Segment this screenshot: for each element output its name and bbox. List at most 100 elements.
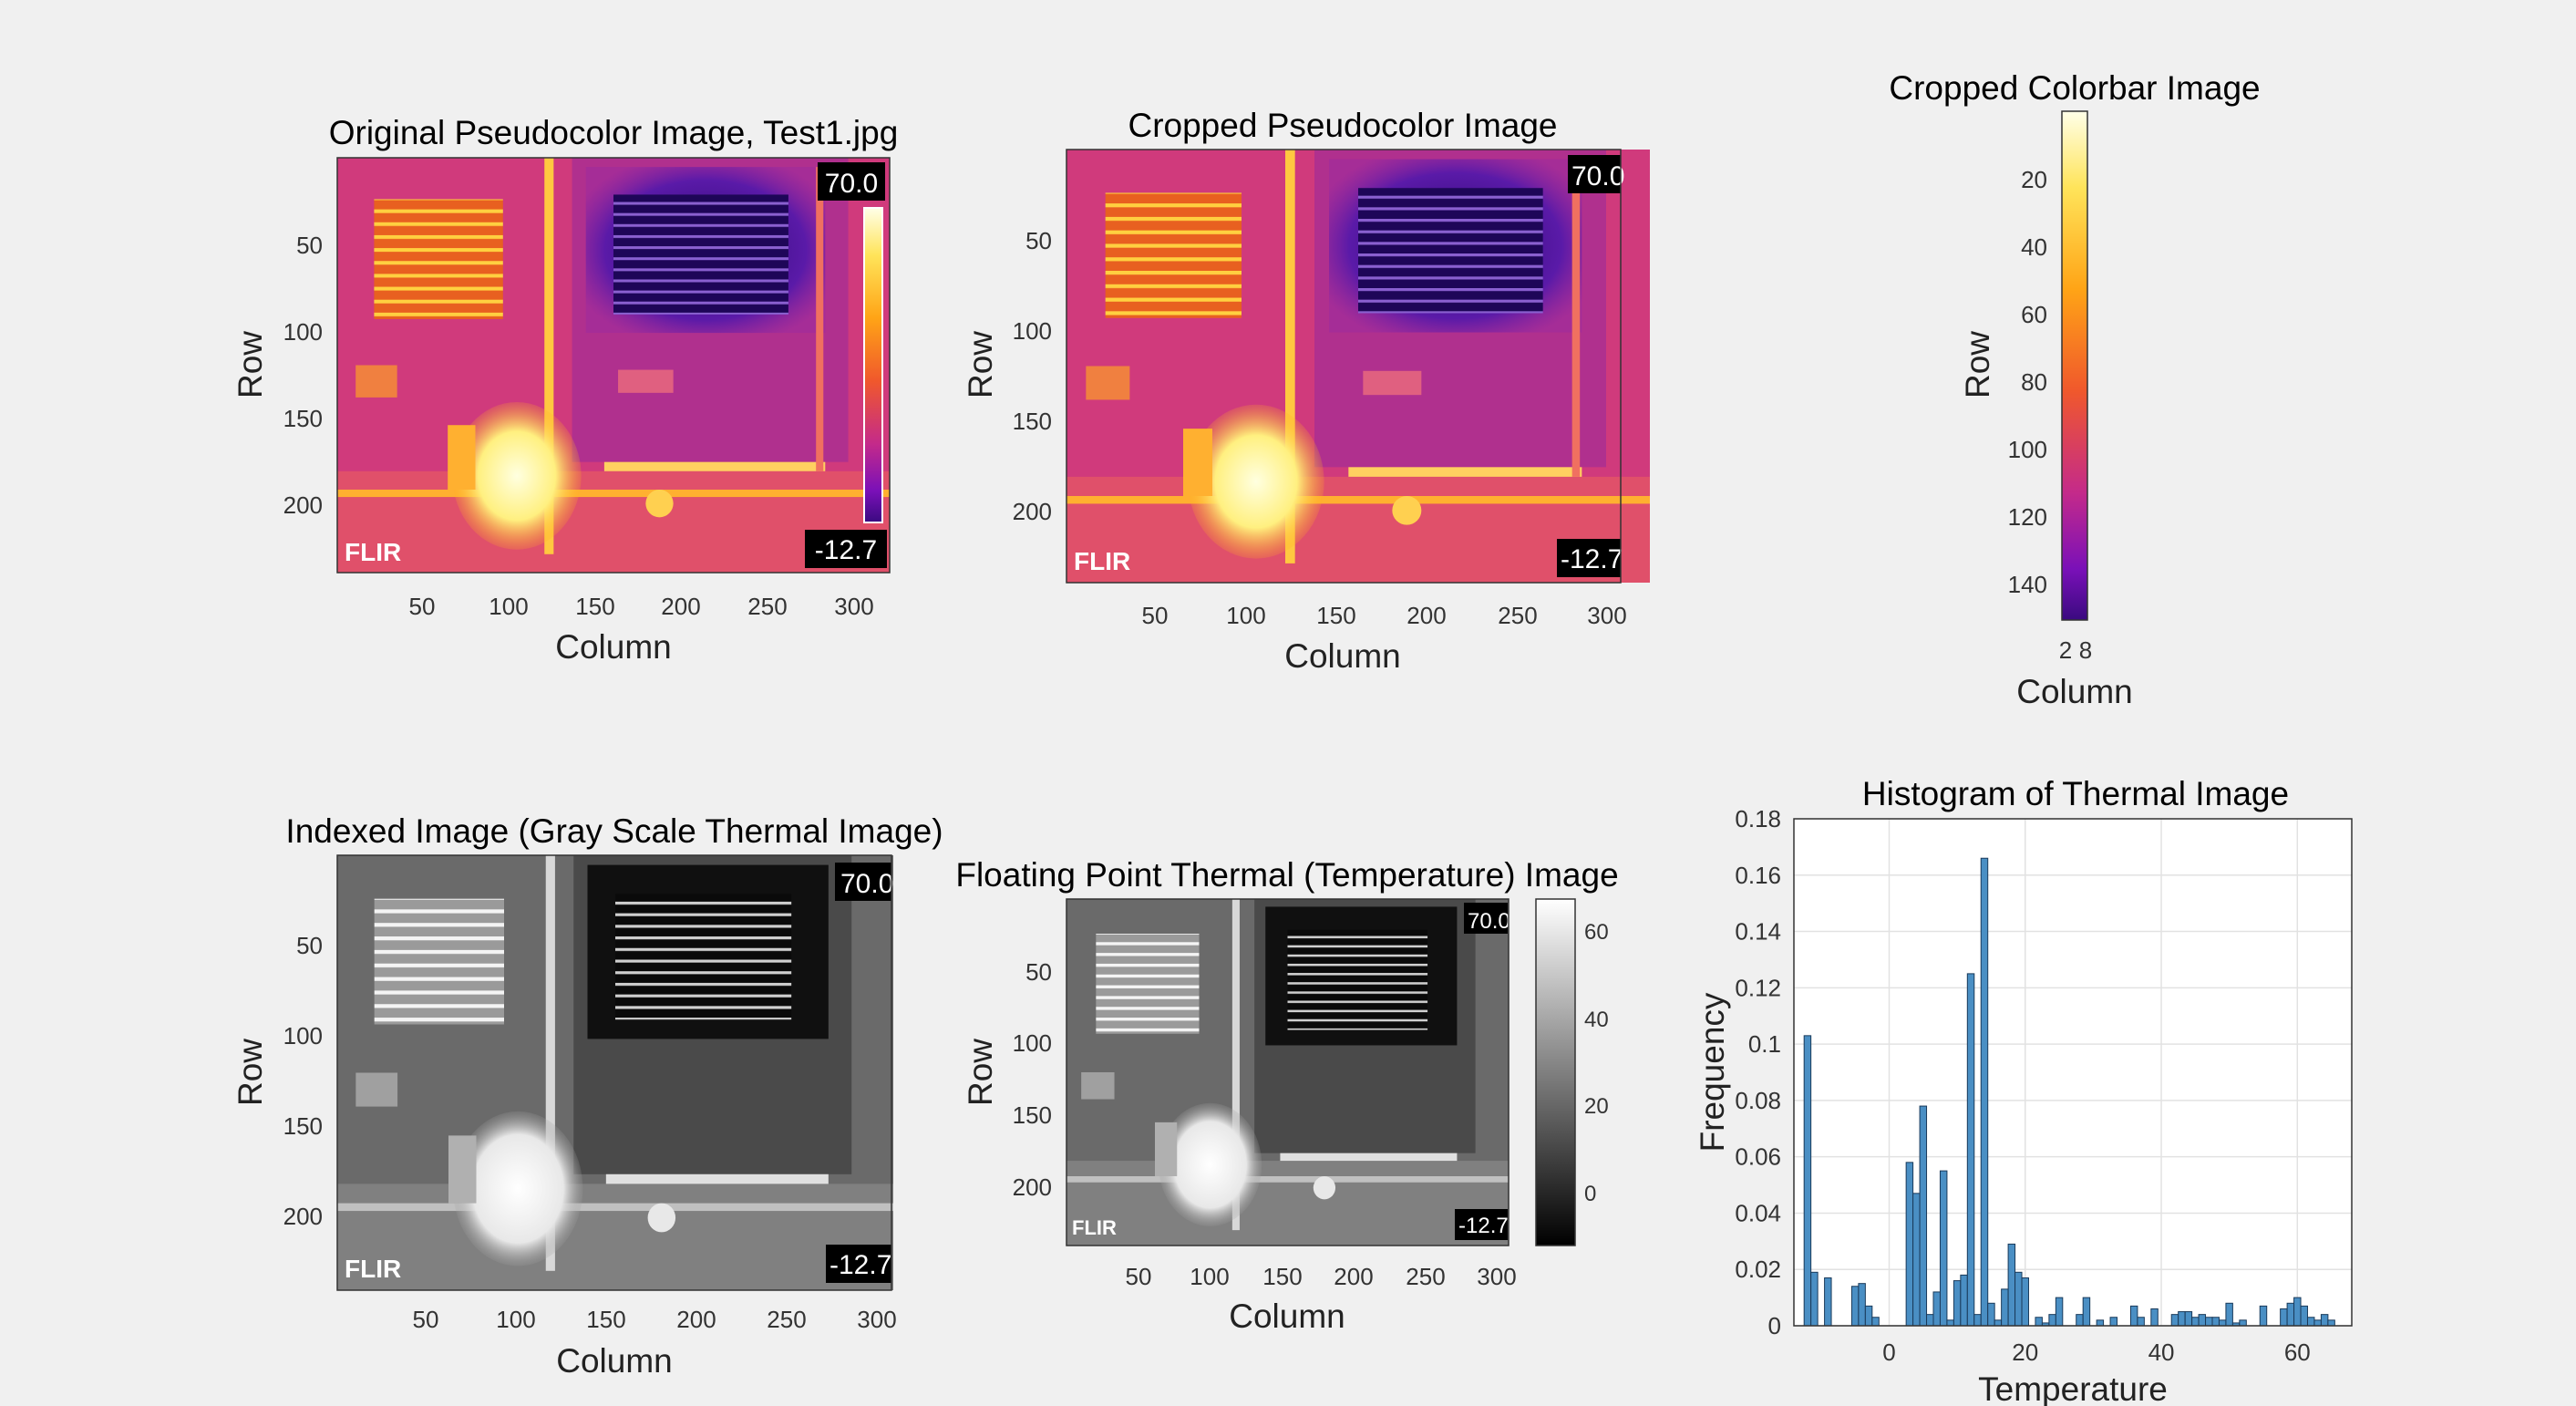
indexed-axes-box (336, 854, 892, 1291)
colorbar-tick-label: 20 (1584, 1094, 1609, 1119)
cropped-yticks: 50 100 150 200 (1013, 227, 1052, 525)
ytick-label: 100 (283, 318, 323, 346)
histogram-bar (2055, 1297, 2064, 1327)
panel-indexed: Indexed Image (Gray Scale Thermal Image)… (232, 812, 943, 1380)
xtick-label: 250 (1498, 602, 1537, 629)
histogram-bar (1864, 1305, 1873, 1327)
histogram-bar (2198, 1314, 2207, 1327)
xtick-label: 50 (1126, 1263, 1152, 1290)
colorbar-crop-yticks: 20 40 60 80 100 120 140 (2008, 166, 2047, 598)
xtick-label: 300 (1477, 1263, 1516, 1290)
original-yticks: 50 100 150 200 (283, 232, 323, 519)
histogram-bar (2218, 1319, 2227, 1327)
ytick-label: 0.12 (1735, 974, 1781, 1001)
histogram-bar (1932, 1291, 1941, 1327)
original-axes-box (336, 157, 891, 574)
cropped-xlabel: Column (1284, 637, 1401, 675)
cropped-title: Cropped Pseudocolor Image (1128, 107, 1557, 144)
histogram-bar (2178, 1311, 2186, 1327)
colorbar-tick-label: 0 (1584, 1182, 1596, 1206)
ytick-label: 150 (283, 1112, 323, 1140)
histogram-bar (2184, 1311, 2193, 1327)
floating-colorbar (1535, 898, 1576, 1246)
flir-logo: FLIR (1072, 1216, 1117, 1239)
xtick-label: 300 (857, 1306, 896, 1333)
xtick-label: 150 (1316, 602, 1355, 629)
histogram-bar (1824, 1277, 1832, 1327)
floating-ylabel: Row (962, 1039, 999, 1106)
histogram-bar (2293, 1297, 2302, 1327)
histogram-bar (2109, 1317, 2118, 1327)
indexed-ylabel: Row (232, 1039, 269, 1106)
histogram-bar (2300, 1305, 2308, 1327)
histogram-bar (1980, 857, 1989, 1327)
histogram-bar (1803, 1035, 1812, 1327)
ytick-label: 60 (2021, 301, 2047, 328)
ytick-label: 40 (2021, 233, 2047, 261)
histogram-bar (2306, 1317, 2315, 1327)
histogram-bar (2170, 1314, 2179, 1327)
xtick-label: 50 (1142, 602, 1169, 629)
xtick-label: 150 (1262, 1263, 1302, 1290)
histogram-ylabel: Frequency (1694, 992, 1731, 1152)
floating-xticks: 50 100 150 200 250 300 (1126, 1263, 1517, 1290)
xtick-label: 200 (1334, 1263, 1373, 1290)
panel-histogram: Histogram of Thermal Image 0 0.02 0.04 0… (1694, 775, 2353, 1406)
ytick-label: 0.08 (1735, 1087, 1781, 1114)
xtick-label: 100 (489, 593, 528, 620)
floating-overlay-min-box (1455, 1209, 1508, 1240)
cropped-overlay-max: 70.0 (1571, 161, 1624, 191)
ytick-label: 0.1 (1748, 1030, 1781, 1058)
xtick-label: 150 (575, 593, 614, 620)
xtick-label: 250 (767, 1306, 806, 1333)
cropped-ylabel: Row (962, 331, 999, 398)
histogram-bar (1953, 1280, 1962, 1327)
original-xticks: 50 100 150 200 250 300 (409, 593, 874, 620)
xtick-label: 200 (676, 1306, 716, 1333)
ytick-label: 50 (296, 232, 323, 259)
indexed-title: Indexed Image (Gray Scale Thermal Image) (285, 812, 943, 850)
histogram-bar (2021, 1277, 2029, 1327)
histogram-bar (2205, 1317, 2213, 1327)
indexed-overlay-max: 70.0 (840, 869, 893, 899)
histogram-bar (2259, 1305, 2268, 1327)
xtick-label: 50 (413, 1306, 439, 1333)
histogram-bar (1850, 1286, 1860, 1327)
histogram-bar (2239, 1319, 2247, 1327)
histogram-bar (1973, 1314, 1982, 1327)
original-overlay-max: 70.0 (825, 169, 878, 199)
histogram-bar (2076, 1314, 2084, 1327)
floating-colorbar-ticks: 60 40 20 0 (1584, 920, 1609, 1206)
histogram-bar (2313, 1319, 2322, 1327)
indexed-yticks: 50 100 150 200 (283, 932, 323, 1230)
ytick-label: 0.16 (1735, 862, 1781, 889)
ytick-label: 50 (1025, 958, 1052, 986)
ytick-label: 0.02 (1735, 1256, 1781, 1283)
flir-logo: FLIR (345, 538, 401, 566)
floating-image (1066, 899, 1509, 1246)
xtick-label: 100 (1190, 1263, 1229, 1290)
histogram-yticks: 0 0.02 0.04 0.06 0.08 0.1 0.12 0.14 0.16… (1735, 805, 1781, 1339)
ytick-label: 150 (283, 405, 323, 432)
indexed-overlay-min: -12.7 (829, 1250, 891, 1280)
ytick-label: 150 (1013, 1101, 1052, 1129)
histogram-bar (1912, 1193, 1921, 1327)
histogram-bar (2048, 1314, 2056, 1327)
histogram-bar (2035, 1317, 2043, 1327)
histogram-bar (1871, 1317, 1880, 1327)
ytick-label: 0.14 (1735, 918, 1781, 946)
xtick-label: 300 (834, 593, 873, 620)
original-overlay-min: -12.7 (815, 535, 877, 565)
histogram-bar (2191, 1317, 2200, 1327)
cropped-image (1066, 150, 1650, 583)
ytick-label: 100 (1013, 1029, 1052, 1057)
ytick-label: 100 (2008, 436, 2047, 463)
xtick-label: 100 (1226, 602, 1265, 629)
histogram-bar (1939, 1170, 1948, 1327)
original-image (337, 158, 890, 573)
colorbar-crop-image (2061, 110, 2088, 621)
histogram-bar (2014, 1271, 2023, 1327)
histogram-bar (1919, 1105, 1928, 1327)
floating-yticks: 50 100 150 200 (1013, 958, 1052, 1201)
indexed-xlabel: Column (556, 1342, 673, 1380)
